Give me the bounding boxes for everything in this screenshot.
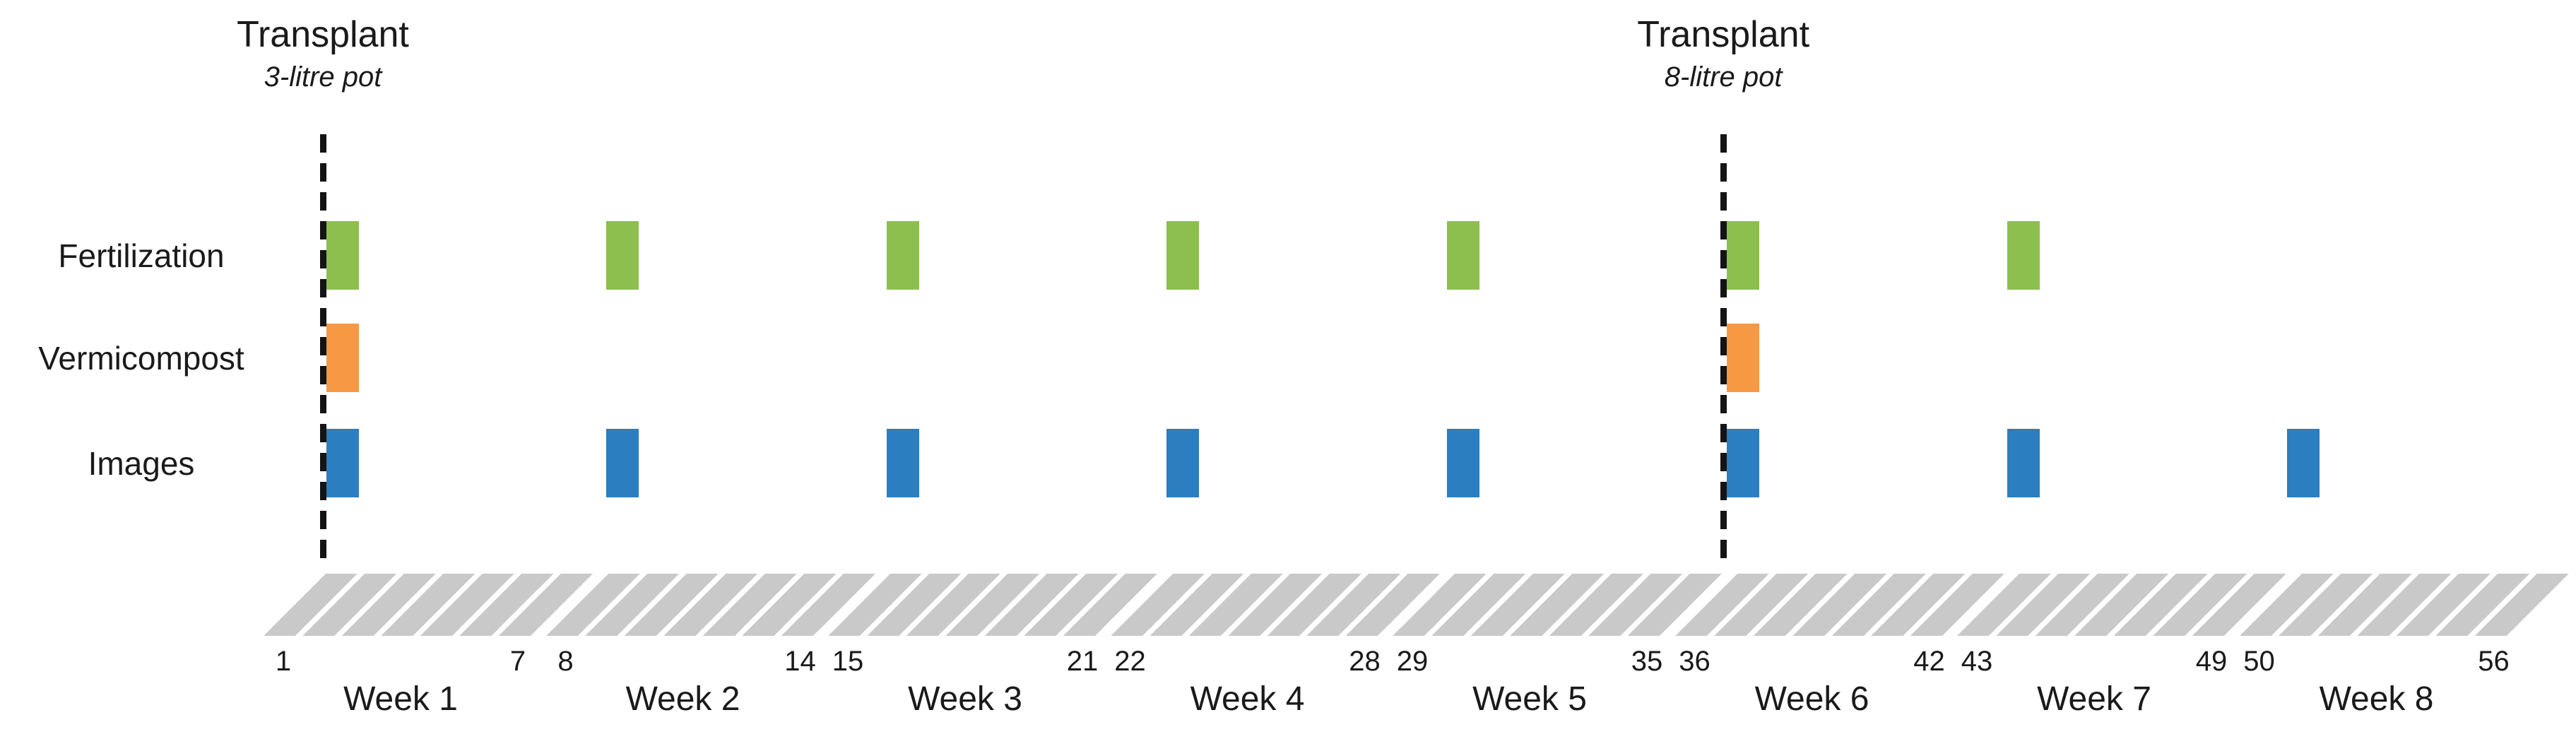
timeline-week-segment [545, 574, 882, 636]
timeline-week-segment [1393, 574, 1729, 636]
fertilization-marker [1446, 221, 1479, 290]
images-marker [2007, 429, 2040, 497]
day-number: 35 [1631, 646, 1663, 677]
day-number: 21 [1066, 646, 1099, 677]
transplant-annotation: Transplant 8-litre pot [1637, 14, 1809, 93]
day-number: 14 [784, 646, 816, 677]
images-marker [1446, 429, 1479, 497]
transplant-title: Transplant [237, 14, 409, 55]
day-number: 8 [557, 646, 574, 677]
transplant-annotation: Transplant 3-litre pot [237, 14, 409, 93]
fertilization-marker [2007, 221, 2040, 290]
vermicompost-marker [1727, 324, 1760, 392]
vermicompost-marker [326, 324, 359, 392]
week-label: Week 6 [1754, 680, 1869, 718]
timeline-week-segment [1957, 574, 2293, 636]
images-marker [886, 429, 919, 497]
week-label: Week 8 [2319, 680, 2434, 718]
timeline-week-segment [264, 574, 600, 636]
timeline-week-segment [1674, 574, 2011, 636]
images-marker [2287, 429, 2320, 497]
day-number: 28 [1349, 646, 1381, 677]
day-number: 56 [2478, 646, 2510, 677]
week-label: Week 3 [908, 680, 1022, 718]
row-label-fertilization: Fertilization [58, 237, 225, 274]
day-number: 49 [2195, 646, 2228, 677]
row-label-vermicompost: Vermicompost [38, 339, 244, 377]
day-number: 43 [1961, 646, 1993, 677]
fertilization-marker [1166, 221, 1200, 290]
timeline-week-segment [828, 574, 1164, 636]
fertilization-marker [1727, 221, 1760, 290]
day-number: 1 [275, 646, 292, 677]
week-label: Week 4 [1190, 680, 1305, 718]
week-label: Week 5 [1472, 680, 1587, 718]
day-number: 22 [1114, 646, 1146, 677]
transplant-title: Transplant [1637, 14, 1810, 55]
day-number: 29 [1396, 646, 1429, 677]
fertilization-marker [886, 221, 919, 290]
week-label: Week 7 [2037, 680, 2151, 718]
transplant-pot-size: 8-litre pot [1664, 61, 1783, 93]
timeline-week-segment [2239, 574, 2576, 636]
day-number: 36 [1679, 646, 1711, 677]
images-marker [1727, 429, 1760, 497]
row-label-images: Images [88, 444, 195, 482]
day-number: 15 [832, 646, 864, 677]
images-marker [326, 429, 359, 497]
transplant-dashed-line [319, 134, 326, 560]
timeline-week-segment [1110, 574, 1447, 636]
day-number: 50 [2243, 646, 2275, 677]
transplant-pot-size: 3-litre pot [264, 61, 382, 93]
week-label: Week 1 [343, 680, 458, 718]
week-label: Week 2 [625, 680, 740, 718]
transplant-dashed-line [1720, 134, 1727, 560]
images-marker [606, 429, 639, 497]
day-number: 7 [509, 646, 526, 677]
images-marker [1166, 429, 1200, 497]
fertilization-marker [606, 221, 639, 290]
fertilization-marker [326, 221, 359, 290]
day-number: 42 [1913, 646, 1945, 677]
